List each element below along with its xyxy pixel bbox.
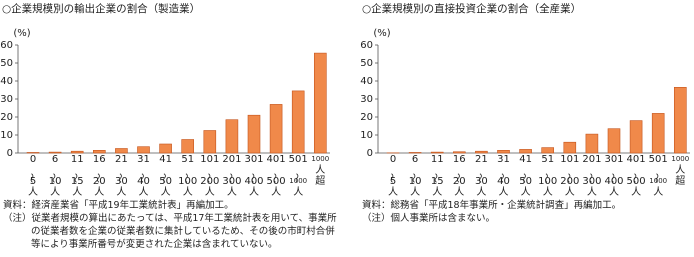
bar — [203, 130, 217, 154]
bar — [247, 114, 261, 154]
x-tick-label: 401 〜500 人 — [267, 154, 286, 198]
x-tick-label: 501 〜1000 人 — [289, 154, 308, 198]
x-tick-label: 16 〜20 人 — [451, 154, 465, 198]
x-tick-label: 6 〜10 人 — [47, 154, 61, 198]
x-tick-label: 301 〜400 人 — [244, 154, 263, 198]
bar — [607, 128, 621, 154]
bar — [563, 141, 577, 154]
y-tick-label: 50 — [360, 58, 373, 69]
unit-label: (%) — [373, 28, 390, 39]
bar — [115, 148, 128, 154]
x-tick-label: 1000 人超 — [311, 155, 329, 187]
y-tick-label: 10 — [0, 130, 13, 141]
x-tick-label: 0 〜5 人 — [385, 154, 398, 198]
bar — [313, 52, 327, 154]
x-tick-label: 51 〜100 人 — [178, 154, 197, 198]
chart-title: ○企業規模別の輸出企業の割合（製造業） — [2, 2, 200, 15]
footnote: （注）従業者規模の算出にあたっては、平成17年工業統計表を用いて、事業所の従業者… — [3, 213, 337, 250]
y-tick-label: 0 — [367, 148, 373, 159]
x-tick-label: 21 〜30 人 — [473, 154, 487, 198]
bar — [585, 133, 599, 154]
bar — [541, 147, 555, 154]
x-tick-label: 501 〜1000 人 — [649, 154, 668, 198]
x-tick-label: 21 〜30 人 — [113, 154, 127, 198]
y-tick-label: 60 — [360, 40, 373, 51]
x-tick-label: 31 〜40 人 — [496, 154, 510, 198]
x-tick-label: 101 〜200 人 — [200, 154, 219, 198]
bar — [269, 104, 283, 154]
x-tick-label: 41 〜50 人 — [158, 154, 172, 198]
x-tick-label: 11 〜15 人 — [429, 154, 443, 198]
y-tick-label: 30 — [0, 94, 13, 105]
x-tick-label: 101 〜200 人 — [560, 154, 579, 198]
x-tick-label: 1000 人超 — [671, 155, 689, 187]
x-tick-label: 201 〜300 人 — [222, 154, 241, 198]
unit-label: (%) — [13, 28, 30, 39]
bar — [430, 151, 444, 154]
y-tick-label: 40 — [0, 76, 13, 87]
bar — [497, 150, 510, 154]
y-tick-label: 10 — [360, 130, 373, 141]
x-tick-label: 51 〜100 人 — [538, 154, 557, 198]
bar — [137, 146, 150, 154]
x-tick-label: 401 〜500 人 — [627, 154, 646, 198]
y-tick-label: 40 — [360, 76, 373, 87]
x-tick-label: 31 〜40 人 — [136, 154, 150, 198]
bar — [291, 90, 305, 154]
bar — [651, 113, 665, 154]
bar — [159, 143, 172, 154]
x-tick-label: 0 〜5 人 — [25, 154, 38, 198]
bar — [93, 150, 106, 154]
footnote: （注）個人事業所は含まない。 — [362, 213, 496, 224]
bar — [181, 139, 194, 154]
bar — [629, 120, 643, 154]
bar — [225, 119, 239, 154]
source-note: 資料：総務省「平成18年事業所・企業統計調査」再編加工。 — [362, 200, 622, 211]
x-tick-label: 16 〜20 人 — [91, 154, 105, 198]
x-tick-label: 301 〜400 人 — [604, 154, 623, 198]
source-note: 資料：経済産業省「平成19年工業統計表」再編加工。 — [3, 200, 234, 211]
y-tick-label: 60 — [0, 40, 13, 51]
y-tick-label: 30 — [360, 94, 373, 105]
bar — [408, 152, 422, 154]
x-tick-label: 41 〜50 人 — [518, 154, 532, 198]
bar — [475, 150, 488, 154]
x-tick-label: 6 〜10 人 — [407, 154, 421, 198]
chart-title: ○企業規模別の直接投資企業の割合（全産業） — [362, 2, 581, 15]
y-tick-label: 0 — [7, 148, 13, 159]
y-tick-label: 20 — [0, 112, 13, 123]
x-tick-label: 201 〜300 人 — [582, 154, 601, 198]
bar — [48, 151, 62, 154]
y-tick-label: 20 — [360, 112, 373, 123]
bar — [26, 152, 40, 154]
bar — [673, 87, 687, 154]
y-tick-label: 50 — [0, 58, 13, 69]
bar — [70, 150, 84, 154]
bar — [519, 149, 532, 154]
bar — [452, 151, 466, 154]
x-tick-label: 11 〜15 人 — [69, 154, 83, 198]
